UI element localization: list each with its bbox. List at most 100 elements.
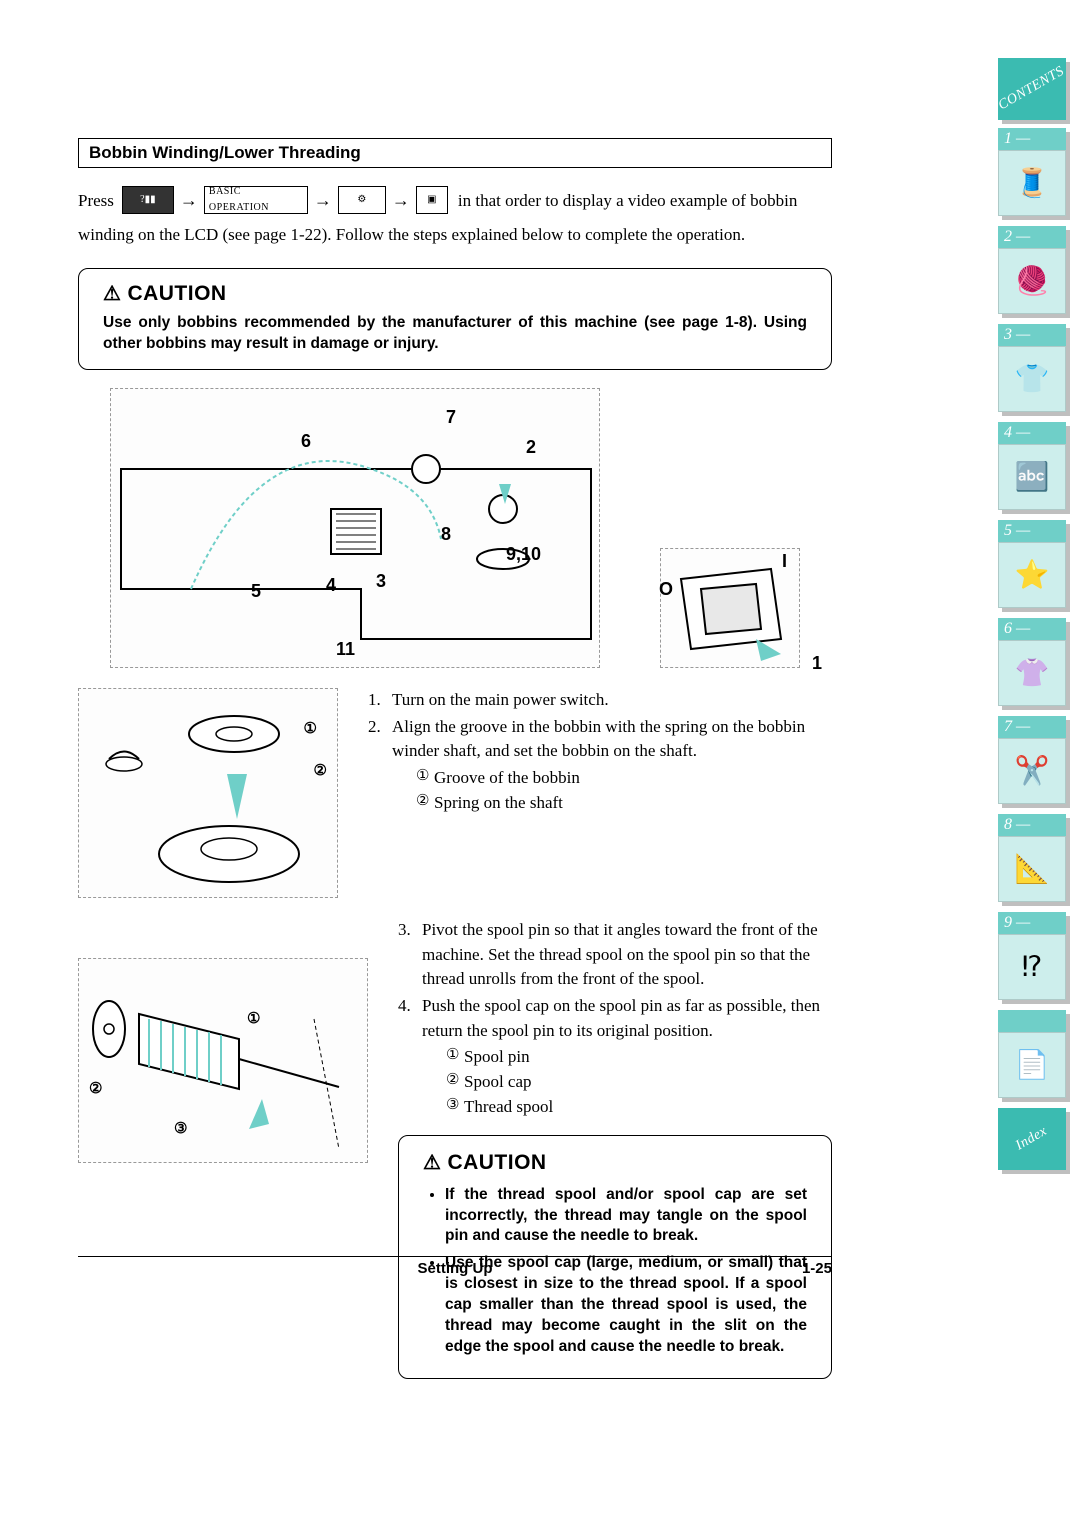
index-tab[interactable]: Index <box>998 1108 1066 1170</box>
caution-item: If the thread spool and/or spool cap are… <box>445 1185 807 1248</box>
step-item: 1.Turn on the main power switch. <box>368 688 832 713</box>
sub-text: Thread spool <box>464 1095 553 1120</box>
switch-diagram-wrap: I O 1 <box>660 548 800 668</box>
arrow-icon: → <box>180 186 198 215</box>
step-text: Align the groove in the bobbin with the … <box>392 715 832 818</box>
tab-number: 1 — <box>998 128 1066 150</box>
spool-c2: ② <box>89 1079 102 1097</box>
section-header: Bobbin Winding/Lower Threading <box>78 138 832 168</box>
tab-icon: 📄 <box>998 1032 1066 1098</box>
chapter-tab-1[interactable]: 1 — 🧵 <box>998 128 1066 218</box>
tab-icon: 🔤 <box>998 444 1066 510</box>
sub-text: Groove of the bobbin <box>434 766 580 791</box>
chapter-tab-8[interactable]: 8 — 📐 <box>998 814 1066 904</box>
tab-icon: ⭐ <box>998 542 1066 608</box>
circle-number: ① <box>416 766 434 791</box>
chapter-tab-2[interactable]: 2 — 🧶 <box>998 226 1066 316</box>
tab-number <box>998 1010 1066 1032</box>
step-block-2: ① ② ③ 3.Pivot the spool pin so that it a… <box>78 918 832 1379</box>
step-item: 4.Push the spool cap on the spool pin as… <box>398 994 832 1121</box>
main-diagram-row: 7 6 2 8 9,10 5 4 3 11 I O 1 <box>78 388 832 668</box>
tab-icon: ✂️ <box>998 738 1066 804</box>
sub-item: ②Spool cap <box>446 1070 832 1095</box>
arrow-icon: → <box>392 186 410 215</box>
label-5: 5 <box>251 581 261 602</box>
step-text: Push the spool cap on the spool pin as f… <box>422 994 832 1121</box>
chapter-tab-3[interactable]: 3 — 👕 <box>998 324 1066 414</box>
power-switch-diagram: I O <box>660 548 800 668</box>
step-block-1: ① ② 1.Turn on the main power switch.2.Al… <box>78 688 832 898</box>
threading-diagram: 7 6 2 8 9,10 5 4 3 11 <box>110 388 600 668</box>
switch-O: O <box>659 579 673 600</box>
arrow-icon: → <box>314 186 332 215</box>
tab-number: 6 — <box>998 618 1066 640</box>
circle-number: ② <box>416 791 434 816</box>
tab-number: 8 — <box>998 814 1066 836</box>
tab-icon: 🧶 <box>998 248 1066 314</box>
help-mode-icon: ?▮▮ <box>122 186 174 214</box>
footer-page: 1-25 <box>802 1260 832 1277</box>
step-item: 3.Pivot the spool pin so that it angles … <box>398 918 832 992</box>
spool-c3: ③ <box>174 1119 187 1137</box>
bobbin-diagram: ① ② <box>78 688 338 898</box>
chapter-tab-10[interactable]: 📄 <box>998 1010 1066 1100</box>
manual-page: Bobbin Winding/Lower Threading Press ?▮▮… <box>0 0 832 1379</box>
label-7: 7 <box>446 407 456 428</box>
caution-box-1: CAUTION Use only bobbins recommended by … <box>78 268 832 370</box>
tab-icon: 👕 <box>998 346 1066 412</box>
press-label: Press <box>78 187 114 214</box>
video-icon: ▣ <box>416 186 448 214</box>
switch-1: 1 <box>812 653 822 674</box>
sub-text: Spring on the shaft <box>434 791 563 816</box>
label-6: 6 <box>301 431 311 452</box>
section-title: Bobbin Winding/Lower Threading <box>89 143 361 162</box>
circle-number: ① <box>446 1045 464 1070</box>
chapter-tab-7[interactable]: 7 — ✂️ <box>998 716 1066 806</box>
side-tabs: CONTENTS 1 — 🧵 2 — 🧶 3 — 👕 4 — 🔤 5 — ⭐ 6… <box>998 58 1068 1178</box>
contents-tab[interactable]: CONTENTS <box>998 58 1066 120</box>
chapter-tab-5[interactable]: 5 — ⭐ <box>998 520 1066 610</box>
step-number: 1. <box>368 688 392 713</box>
tab-number: 9 — <box>998 912 1066 934</box>
sub-item: ③Thread spool <box>446 1095 832 1120</box>
caution-text: Use only bobbins recommended by the manu… <box>103 312 807 355</box>
chapter-tab-9[interactable]: 9 — ⁉ <box>998 912 1066 1002</box>
tab-icon: ⁉ <box>998 934 1066 1000</box>
spool-c1: ① <box>247 1009 260 1027</box>
label-11: 11 <box>336 639 355 660</box>
spool-diagram: ① ② ③ <box>78 958 368 1163</box>
label-2: 2 <box>526 437 536 458</box>
tab-icon: 🧵 <box>998 150 1066 216</box>
steps-1-2: 1.Turn on the main power switch.2.Align … <box>368 688 832 898</box>
page-footer: Setting Up 1-25 <box>78 1256 832 1277</box>
switch-I: I <box>782 551 787 572</box>
label-910: 9,10 <box>506 544 541 565</box>
bobbin-icon: ⚙ <box>338 186 386 214</box>
intro-tail: in that order to display a video example… <box>458 187 797 214</box>
step-number: 2. <box>368 715 392 818</box>
label-3: 3 <box>376 571 386 592</box>
caution-title: CAUTION <box>103 281 807 306</box>
tab-icon: 📐 <box>998 836 1066 902</box>
step-item: 2.Align the groove in the bobbin with th… <box>368 715 832 818</box>
steps-3-4: 3.Pivot the spool pin so that it angles … <box>398 918 832 1379</box>
chapter-tab-6[interactable]: 6 — 👚 <box>998 618 1066 708</box>
footer-title: Setting Up <box>418 1260 493 1277</box>
sub-item: ②Spring on the shaft <box>416 791 832 816</box>
chapter-tab-4[interactable]: 4 — 🔤 <box>998 422 1066 512</box>
tab-number: 4 — <box>998 422 1066 444</box>
sub-text: Spool pin <box>464 1045 530 1070</box>
intro-line2: winding on the LCD (see page 1-22). Foll… <box>78 221 832 250</box>
tab-number: 3 — <box>998 324 1066 346</box>
intro-sequence: Press ?▮▮ → BASIC OPERATION → ⚙ → ▣ in t… <box>78 186 832 215</box>
label-4: 4 <box>326 575 336 596</box>
tab-number: 7 — <box>998 716 1066 738</box>
step-text: Pivot the spool pin so that it angles to… <box>422 918 832 992</box>
sub-item: ①Groove of the bobbin <box>416 766 832 791</box>
tab-number: 5 — <box>998 520 1066 542</box>
caution-title-2: CAUTION <box>423 1148 807 1178</box>
step-number: 3. <box>398 918 422 992</box>
basic-operation-button: BASIC OPERATION <box>204 186 308 214</box>
circle-number: ② <box>446 1070 464 1095</box>
tab-icon: 👚 <box>998 640 1066 706</box>
